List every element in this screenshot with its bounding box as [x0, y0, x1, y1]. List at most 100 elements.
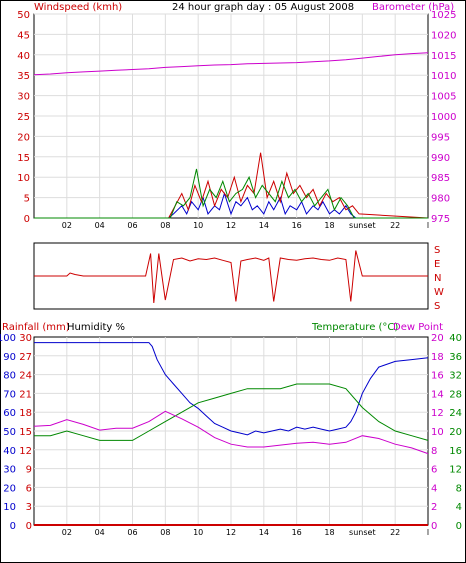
humidity-axis-label: Humidity % [67, 322, 125, 333]
dewpoint-axis-label: Dew Point [393, 322, 443, 333]
series-line-3 [34, 168, 428, 219]
dewpoint-tick-label: 8 [431, 446, 437, 457]
temperature-tick-label: 32 [449, 371, 462, 382]
x-tick-label: 14 [259, 221, 269, 230]
temperature-tick-label: 20 [449, 427, 462, 438]
y-tick-label-left: 30 [17, 92, 30, 103]
temperature-tick-label: 12 [449, 465, 462, 476]
dewpoint-tick-label: 18 [431, 352, 444, 363]
barometer-axis-label: Barometer (hPa) [372, 2, 454, 13]
rain-tick-label: 6 [26, 483, 32, 494]
dewpoint-tick-label: 20 [431, 333, 444, 344]
x-tick-label: 18 [324, 528, 334, 537]
x-tick-label: 16 [292, 528, 302, 537]
y-tick-label-left: 40 [17, 51, 30, 62]
x-tick-label: 06 [127, 221, 137, 230]
humidity-tick-label: 10 [3, 502, 16, 513]
wind-barometer-chart: 0510152025303540455097598098599099510001… [17, 10, 456, 230]
y-tick-label-right: 980 [431, 194, 450, 205]
rain-tick-label: 0 [26, 521, 32, 532]
direction-label: S [434, 301, 440, 312]
series-line-dew [33, 410, 429, 455]
dewpoint-tick-label: 0 [431, 521, 437, 532]
y-tick-label-left: 20 [17, 132, 30, 143]
rain-tick-label: 21 [19, 389, 32, 400]
x-tick-label: 10 [193, 221, 203, 230]
y-tick-label-left: 50 [17, 10, 30, 21]
direction-label: S [434, 245, 440, 256]
y-tick-label-right: 1005 [431, 92, 456, 103]
x-tick-label: 06 [127, 528, 137, 537]
humidity-tick-label: 0 [10, 521, 16, 532]
series-line-direction [34, 250, 428, 304]
direction-label: E [434, 259, 440, 270]
humidity-tick-label: 60 [3, 408, 16, 419]
y-tick-label-right: 1010 [431, 71, 456, 82]
humidity-tick-label: 80 [3, 371, 16, 382]
y-tick-label-right: 1015 [431, 51, 456, 62]
temperature-tick-label: 16 [449, 446, 462, 457]
rain-tick-label: 15 [19, 427, 32, 438]
y-tick-label-right: 975 [431, 214, 450, 225]
x-tick-label: 16 [292, 221, 302, 230]
y-tick-label-right: 1025 [431, 10, 456, 21]
y-tick-label-left: 35 [17, 71, 30, 82]
x-tick-label: 10 [193, 528, 203, 537]
humidity-tick-label: 100 [0, 333, 16, 344]
y-tick-label-left: 10 [17, 173, 30, 184]
dewpoint-tick-label: 4 [431, 483, 437, 494]
temperature-tick-label: 36 [449, 352, 462, 363]
x-tick-label: 08 [160, 528, 170, 537]
x-tick-label: 02 [62, 528, 72, 537]
dewpoint-tick-label: 14 [431, 389, 444, 400]
temperature-tick-label: 40 [449, 333, 462, 344]
rain-tick-label: 9 [26, 465, 32, 476]
x-tick-label: 02 [62, 221, 72, 230]
y-tick-label-right: 1000 [431, 112, 456, 123]
dewpoint-tick-label: 16 [431, 371, 444, 382]
temperature-tick-label: 28 [449, 389, 462, 400]
series-line-temp [34, 383, 429, 441]
humidity-tick-label: 50 [3, 427, 16, 438]
dewpoint-tick-label: 2 [431, 502, 437, 513]
humidity-tick-label: 40 [3, 446, 16, 457]
humidity-tick-label: 70 [3, 389, 16, 400]
y-tick-label-left: 0 [24, 214, 30, 225]
x-tick-label: 12 [226, 528, 236, 537]
temperature-axis-label: Temperature (°C) [311, 322, 398, 333]
rain-tick-label: 18 [19, 408, 32, 419]
humidity-tick-label: 20 [3, 483, 16, 494]
humidity-tick-label: 30 [3, 465, 16, 476]
series-line-1 [34, 191, 428, 219]
rain-tick-label: 30 [19, 333, 32, 344]
y-tick-label-left: 15 [17, 153, 30, 164]
y-tick-label-right: 1020 [431, 30, 456, 41]
x-tick-label: sunset [349, 528, 376, 537]
x-tick-label: 12 [226, 221, 236, 230]
series-line-humidity [34, 342, 429, 436]
rain-tick-label: 27 [19, 352, 32, 363]
windspeed-axis-label: Windspeed (kmh) [34, 2, 122, 13]
x-tick-label: l [427, 221, 429, 230]
x-tick-label: 08 [160, 221, 170, 230]
x-tick-label: 22 [390, 528, 400, 537]
x-tick-label: 04 [95, 528, 105, 537]
y-tick-label-right: 985 [431, 173, 450, 184]
rain-tick-label: 3 [26, 502, 32, 513]
y-tick-label-right: 990 [431, 153, 450, 164]
chart-title: 24 hour graph day : 05 August 2008 [172, 2, 354, 13]
dewpoint-tick-label: 12 [431, 408, 444, 419]
series-line-0 [33, 52, 429, 76]
x-tick-label: l [427, 528, 429, 537]
x-tick-label: 14 [259, 528, 269, 537]
temperature-tick-label: 4 [456, 502, 462, 513]
temperature-tick-label: 24 [449, 408, 462, 419]
rain-tick-label: 12 [19, 446, 32, 457]
rainfall-axis-label: Rainfall (mm) [2, 322, 70, 333]
x-tick-label: 18 [324, 221, 334, 230]
dewpoint-tick-label: 6 [431, 465, 437, 476]
y-tick-label-left: 25 [17, 112, 30, 123]
